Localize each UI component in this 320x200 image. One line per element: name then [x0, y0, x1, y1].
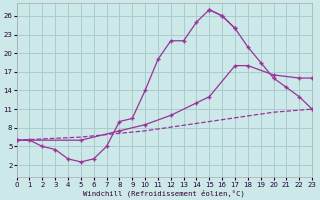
X-axis label: Windchill (Refroidissement éolien,°C): Windchill (Refroidissement éolien,°C) — [84, 189, 245, 197]
